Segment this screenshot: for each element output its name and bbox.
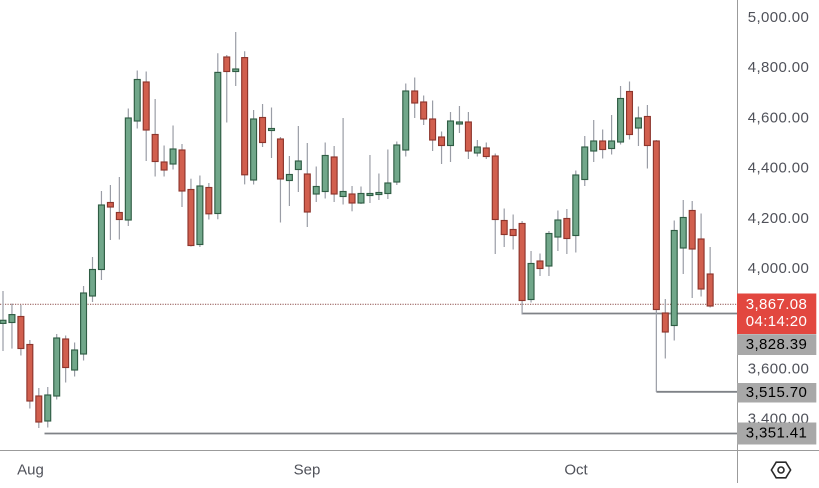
svg-text:4,800.00: 4,800.00 [748,59,810,76]
svg-text:Oct: Oct [564,461,588,478]
svg-text:3,351.41: 3,351.41 [746,425,808,442]
svg-text:4,400.00: 4,400.00 [748,160,810,177]
svg-text:4,200.00: 4,200.00 [748,210,810,227]
svg-text:5,000.00: 5,000.00 [748,9,810,26]
svg-text:3,515.70: 3,515.70 [746,384,808,401]
svg-text:3,867.08: 3,867.08 [746,296,808,313]
svg-text:Aug: Aug [17,461,44,478]
svg-text:3,600.00: 3,600.00 [748,360,810,377]
svg-text:4,000.00: 4,000.00 [748,260,810,277]
svg-text:3,828.39: 3,828.39 [746,336,808,353]
svg-text:4,600.00: 4,600.00 [748,109,810,126]
svg-text:Sep: Sep [294,461,321,478]
svg-text:04:14:20: 04:14:20 [746,313,808,330]
